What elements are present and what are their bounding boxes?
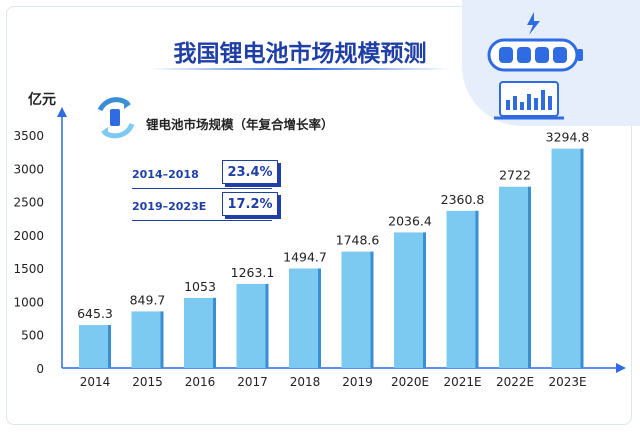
bar-face: [236, 283, 269, 368]
value-label-2020E: 2036.4: [388, 213, 432, 228]
bar-face: [499, 186, 531, 368]
chart-subtitle: 锂电池市场规模（年复合增长率）: [146, 117, 334, 132]
value-label-2015: 849.7: [130, 292, 166, 307]
bar-edge: [265, 283, 269, 368]
bar-2019: [341, 251, 374, 368]
bar-2018: [289, 268, 321, 368]
bar-face: [446, 210, 479, 368]
bar-edge: [160, 311, 164, 368]
x-tick-label-2014: 2014: [80, 375, 111, 389]
bar-edge: [108, 325, 111, 368]
bar-face: [131, 311, 164, 368]
bar-edge: [370, 251, 374, 368]
cagr-rate-2: 17.2%: [222, 192, 278, 216]
x-tick-labels: 2014 2015 2016 2017 2018 2019 2020E 2021E 2022E 2…: [80, 375, 587, 389]
chart-title: 我国锂电池市场规模预测: [173, 41, 427, 67]
bar-2015: [131, 311, 164, 368]
y-tick-label-3000: 3000: [13, 162, 44, 176]
bar-edge: [318, 268, 321, 368]
x-tick-label-2023E: 2023E: [548, 375, 586, 389]
bar-2020E: [394, 232, 426, 368]
bar-2023E: [551, 148, 584, 368]
value-label-2022E: 2722: [499, 168, 531, 183]
value-label-2017: 1263.1: [231, 265, 275, 280]
cagr-underline-1: [132, 188, 272, 189]
y-axis-unit: 亿元: [28, 91, 56, 108]
cagr-period-1: 2014–2018: [132, 168, 199, 181]
y-tick-label-2500: 2500: [13, 196, 44, 210]
value-label-2018: 1494.7: [283, 249, 327, 264]
bar-edge: [580, 148, 584, 368]
x-tick-label-2019: 2019: [342, 375, 373, 389]
y-axis-arrow: [57, 107, 67, 117]
x-tick-label-2017: 2017: [237, 375, 268, 389]
y-tick-label-3500: 3500: [13, 129, 44, 143]
x-tick-label-2015: 2015: [132, 375, 163, 389]
x-tick-label-2022E: 2022E: [496, 375, 534, 389]
x-tick-label-2020E: 2020E: [391, 375, 429, 389]
bar-face: [79, 325, 111, 368]
bar-2022E: [499, 186, 531, 368]
bar-face: [289, 268, 321, 368]
value-labels: 645.3 849.7 1053 1263.1 1494.7 1748.6 2036.4 23…: [77, 130, 589, 321]
bar-edge: [475, 210, 479, 368]
bar-face: [184, 297, 216, 368]
x-tick-label-2021E: 2021E: [443, 375, 481, 389]
bar-2017: [236, 283, 269, 368]
x-tick-label-2018: 2018: [290, 375, 321, 389]
value-label-2021E: 2360.8: [441, 192, 485, 207]
bar-2021E: [446, 210, 479, 368]
bar-edge: [423, 232, 426, 368]
title-underline: [150, 68, 450, 70]
bar-edge: [213, 297, 216, 368]
recycle-battery-icon: [97, 97, 135, 139]
bar-2014: [79, 325, 111, 368]
battery-icon: [487, 12, 583, 72]
cagr-underline-2: [132, 220, 272, 221]
cagr-rate-1: 23.4%: [222, 160, 278, 184]
bar-edge: [528, 186, 531, 368]
y-tick-label-0: 0: [36, 362, 44, 376]
value-label-2016: 1053: [184, 279, 216, 294]
x-tick-label-2016: 2016: [185, 375, 216, 389]
y-tick-label-500: 500: [21, 329, 44, 343]
value-label-2023E: 3294.8: [546, 130, 590, 145]
bar-face: [341, 251, 374, 368]
value-label-2019: 1748.6: [336, 233, 380, 248]
bar-face: [394, 232, 426, 368]
y-tick-label-1000: 1000: [13, 295, 44, 309]
bars: [79, 148, 584, 368]
monitor-chart-icon: [494, 81, 564, 120]
cagr-period-2: 2019–2023E: [132, 200, 207, 213]
x-axis-arrow: [616, 363, 626, 373]
bar-face: [551, 148, 584, 368]
bar-2016: [184, 297, 216, 368]
value-label-2014: 645.3: [77, 306, 113, 321]
y-tick-label-1500: 1500: [13, 262, 44, 276]
y-tick-label-2000: 2000: [13, 229, 44, 243]
y-tick-labels: 0 500 1000 1500 2000 2500 3000 3500: [13, 129, 44, 376]
